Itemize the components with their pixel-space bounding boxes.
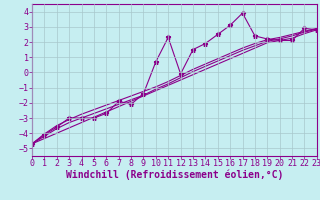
X-axis label: Windchill (Refroidissement éolien,°C): Windchill (Refroidissement éolien,°C) xyxy=(66,170,283,180)
